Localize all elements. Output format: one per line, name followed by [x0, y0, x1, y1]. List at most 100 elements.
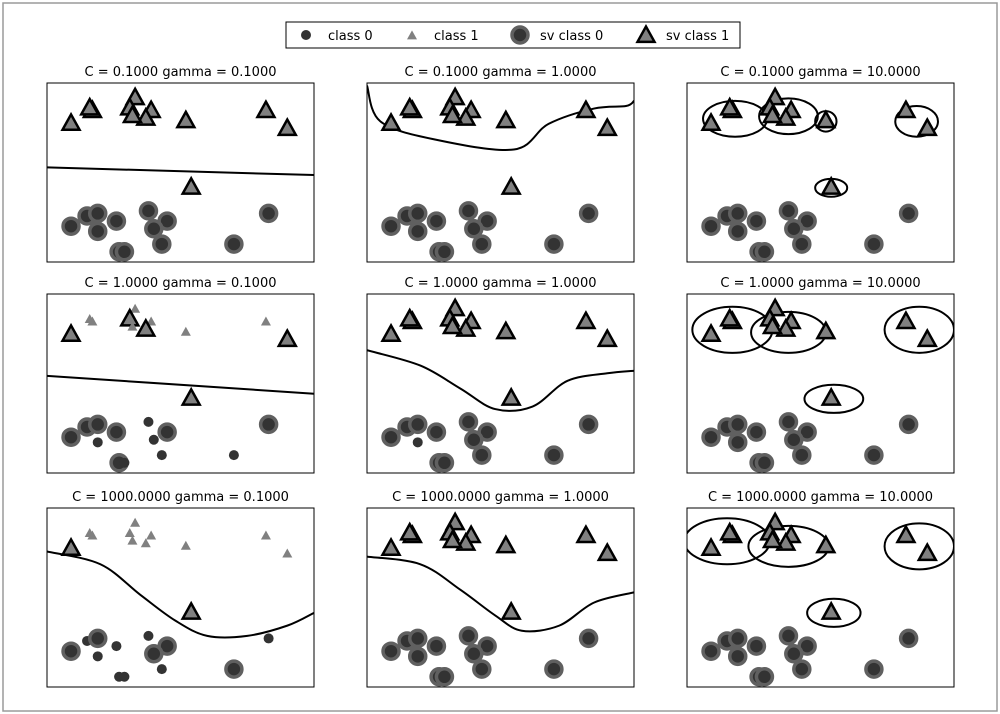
sv-class-1-point [60, 111, 82, 131]
sv-class-0-point [407, 221, 428, 242]
panel-plot-area [367, 297, 634, 473]
class-1-point [180, 326, 191, 336]
legend-marker-sv-triangle [635, 23, 657, 44]
sv-class-1-point [761, 529, 784, 549]
legend-entry-class-1: class 1 [407, 29, 479, 44]
sv-class-0-point [407, 203, 428, 224]
sv-class-0-point [778, 201, 799, 221]
sv-class-0-point [792, 445, 812, 465]
panel-frame [366, 82, 635, 263]
class-0-point [119, 457, 130, 468]
panel-title: C = 0.1000 gamma = 10.0000 [720, 65, 920, 80]
sv-class-0-point [87, 414, 108, 435]
panel-frame [686, 82, 955, 263]
panel-frame [686, 293, 955, 474]
panel-3: C = 1.0000 gamma = 0.1000 [46, 276, 315, 474]
panel-frame [46, 82, 315, 263]
panel-grid: C = 0.1000 gamma = 0.1000 C = 0.1000 gamm… [46, 65, 955, 688]
sv-class-1-point [180, 175, 202, 195]
decision-boundary [894, 105, 939, 138]
panel-title: C = 1.0000 gamma = 1.0000 [404, 276, 596, 291]
sv-class-1-point [761, 104, 784, 124]
sv-class-0-point [87, 221, 108, 242]
panel-frame [46, 293, 315, 474]
sv-class-0-point [407, 646, 428, 667]
sv-class-0-point [426, 211, 447, 231]
sv-class-1-point [380, 322, 402, 342]
sv-class-1-point [79, 96, 101, 116]
sv-class-1-point [500, 175, 522, 195]
sv-class-1-point [575, 310, 597, 330]
sv-class-0-point [864, 659, 884, 679]
sv-class-1-point [276, 116, 298, 137]
sv-class-1-point [495, 534, 517, 554]
class-0-point [156, 450, 167, 461]
panel-frame [686, 507, 955, 688]
sv-class-1-point [700, 536, 722, 556]
panel-5: C = 1.0000 gamma = 10.0000 [686, 276, 955, 474]
panel-plot-area [700, 86, 939, 262]
sv-class-0-point [578, 203, 599, 224]
sv-class-0-point [434, 453, 455, 473]
class-0-point [119, 671, 130, 682]
sv-class-0-point [381, 427, 401, 447]
sv-class-1-point [575, 99, 597, 119]
panel-4: C = 1.0000 gamma = 1.0000 [366, 276, 635, 474]
sv-class-0-point [224, 659, 244, 679]
sv-class-0-point [138, 201, 159, 221]
sv-class-1-point [719, 96, 741, 116]
sv-class-0-point [754, 242, 775, 262]
panel-title: C = 1000.0000 gamma = 10.0000 [708, 490, 933, 505]
class-0-point [143, 630, 154, 641]
sv-class-0-point [464, 430, 484, 450]
decision-boundary [803, 383, 865, 414]
sv-class-0-point [464, 219, 484, 239]
class-1-point [146, 530, 157, 540]
class-0-point [92, 437, 103, 448]
sv-class-0-point [87, 203, 108, 224]
class-0-point [111, 641, 122, 652]
sv-class-1-point [815, 320, 837, 340]
class-0-point [148, 434, 159, 445]
sv-class-0-point [754, 453, 775, 473]
sv-class-0-point [746, 422, 767, 442]
sv-class-0-point [114, 242, 135, 262]
class-0-point [156, 664, 167, 675]
sv-class-1-point [700, 111, 722, 131]
sv-class-0-point [544, 445, 564, 465]
panel-plot-area [367, 85, 634, 262]
sv-class-0-point [87, 628, 108, 649]
sv-class-0-point [258, 414, 279, 435]
panel-title: C = 1.0000 gamma = 0.1000 [84, 276, 276, 291]
panel-title: C = 0.1000 gamma = 1.0000 [404, 65, 596, 80]
sv-class-1-point [916, 327, 938, 348]
sv-class-0-point [544, 234, 564, 254]
class-1-point [84, 527, 95, 537]
sv-class-0-point [381, 216, 401, 236]
sv-class-1-point [895, 310, 917, 330]
sv-class-1-point [121, 104, 144, 124]
legend-marker-sv-circle [510, 25, 530, 45]
sv-class-0-point [144, 219, 164, 239]
sv-class-1-point [820, 386, 842, 406]
sv-class-0-point [458, 626, 479, 646]
panel-plot-area [47, 86, 314, 262]
legend-entry-class-0: class 0 [301, 29, 373, 44]
panel-8: C = 1000.0000 gamma = 10.0000 [686, 490, 955, 688]
sv-class-0-point [434, 242, 455, 262]
sv-class-0-point [778, 626, 799, 646]
sv-class-1-point [719, 307, 741, 327]
legend-entry-sv-class-1: sv class 1 [635, 23, 729, 44]
panel-2: C = 0.1000 gamma = 10.0000 [686, 65, 955, 263]
sv-class-0-point [472, 659, 492, 679]
sv-class-1-point [700, 322, 722, 342]
panel-plot-area [47, 303, 314, 473]
sv-class-0-point [61, 427, 81, 447]
panel-7: C = 1000.0000 gamma = 1.0000 [366, 490, 635, 688]
sv-class-1-point [135, 317, 157, 337]
sv-class-1-point [380, 111, 402, 131]
sv-class-1-point [596, 541, 618, 562]
sv-class-1-point [441, 104, 464, 124]
sv-class-0-point [792, 234, 812, 254]
